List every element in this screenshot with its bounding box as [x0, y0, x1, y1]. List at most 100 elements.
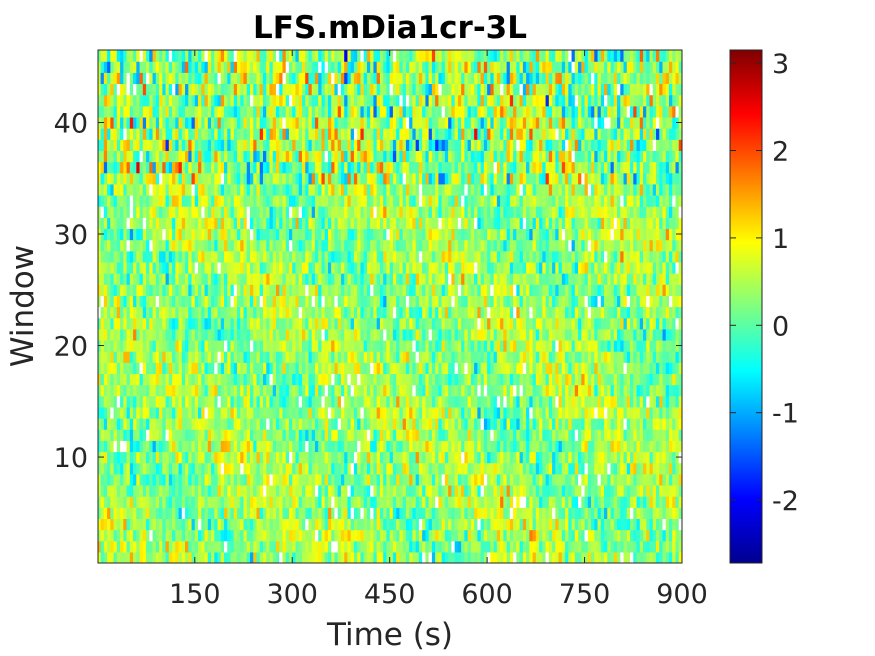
heatmap-cell	[373, 473, 378, 486]
heatmap-cell	[250, 507, 254, 519]
heatmap-cell	[633, 540, 638, 553]
heatmap-cell	[191, 373, 196, 386]
heatmap-cell	[529, 429, 534, 441]
heatmap-cell	[574, 551, 579, 563]
heatmap-cell	[399, 429, 404, 441]
heatmap-cell	[103, 395, 108, 408]
heatmap-cell	[444, 484, 449, 497]
heatmap-cell	[178, 440, 183, 453]
heatmap-cell	[214, 540, 219, 553]
heatmap-cell	[636, 507, 641, 519]
heatmap-cell	[243, 540, 248, 553]
heatmap-cell	[467, 261, 472, 274]
heatmap-cell	[519, 518, 524, 531]
heatmap-cell	[451, 306, 456, 319]
heatmap-cell	[669, 496, 673, 508]
heatmap-cell	[636, 351, 641, 363]
heatmap-cell	[516, 250, 521, 263]
heatmap-cell	[233, 462, 238, 475]
heatmap-cell	[461, 473, 465, 486]
heatmap-cell	[224, 284, 228, 296]
heatmap-cell	[275, 351, 280, 363]
heatmap-cell	[98, 429, 102, 441]
heatmap-cell	[220, 429, 225, 441]
heatmap-cell	[542, 551, 547, 563]
heatmap-cell	[448, 328, 452, 341]
heatmap-cell	[383, 451, 388, 464]
heatmap-cell	[165, 529, 170, 542]
heatmap-cell	[529, 373, 534, 386]
heatmap-cell	[529, 551, 534, 563]
heatmap-cell	[282, 484, 287, 497]
heatmap-cell	[100, 328, 105, 341]
heatmap-cell	[659, 317, 664, 330]
heatmap-cell	[431, 384, 436, 397]
heatmap-cell	[259, 451, 264, 464]
heatmap-cell	[542, 507, 547, 519]
heatmap-cell	[399, 496, 404, 508]
heatmap-cell	[626, 261, 631, 274]
heatmap-cell	[201, 328, 206, 341]
heatmap-cell	[633, 273, 638, 285]
heatmap-cell	[383, 507, 388, 519]
heatmap-cell	[98, 551, 102, 563]
heatmap-cell	[626, 351, 631, 363]
heatmap-cell	[392, 451, 397, 464]
heatmap-cell	[623, 507, 628, 519]
heatmap-cell	[571, 462, 576, 475]
heatmap-cell	[123, 507, 128, 519]
heatmap-cell	[198, 507, 202, 519]
heatmap-cell	[552, 273, 556, 285]
heatmap-cell	[366, 484, 371, 497]
heatmap-cell	[230, 440, 235, 453]
heatmap-cell	[522, 484, 527, 497]
heatmap-cell	[506, 473, 511, 486]
heatmap-cell	[548, 295, 553, 308]
heatmap-cell	[165, 273, 170, 285]
heatmap-cell	[454, 496, 459, 508]
heatmap-cell	[678, 261, 682, 274]
heatmap-cell	[451, 295, 456, 308]
heatmap-cell	[659, 551, 664, 563]
heatmap-cell	[331, 351, 336, 363]
heatmap-cell	[139, 540, 144, 553]
heatmap-cell	[665, 406, 670, 419]
heatmap-cell	[454, 328, 459, 341]
heatmap-cell	[98, 384, 102, 397]
heatmap-cell	[474, 384, 478, 397]
heatmap-cell	[568, 273, 573, 285]
heatmap-cell	[146, 362, 150, 375]
heatmap-cell	[110, 328, 115, 341]
heatmap-cell	[461, 306, 465, 319]
heatmap-cell	[435, 351, 439, 363]
heatmap-cell	[100, 306, 105, 319]
heatmap-cell	[678, 418, 682, 430]
heatmap-cell	[269, 339, 274, 352]
heatmap-cell	[379, 395, 384, 408]
heatmap-cell	[467, 317, 472, 330]
heatmap-cell	[185, 484, 189, 497]
heatmap-cell	[340, 440, 345, 453]
heatmap-cell	[561, 484, 566, 497]
heatmap-cell	[613, 429, 618, 441]
heatmap-cell	[516, 284, 521, 296]
heatmap-cell	[363, 395, 368, 408]
heatmap-cell	[113, 551, 118, 563]
heatmap-cell	[428, 496, 433, 508]
heatmap-cell	[418, 406, 423, 419]
heatmap-cell	[548, 462, 553, 475]
heatmap-cell	[444, 440, 449, 453]
heatmap-cell	[555, 462, 560, 475]
heatmap-cell	[233, 328, 238, 341]
heatmap-cell	[496, 496, 501, 508]
heatmap-cell	[607, 496, 612, 508]
heatmap-cell	[347, 473, 352, 486]
heatmap-cell	[142, 273, 147, 285]
heatmap-cell	[204, 496, 209, 508]
heatmap-cell	[659, 261, 664, 274]
heatmap-cell	[318, 551, 323, 563]
heatmap-cell	[470, 440, 475, 453]
heatmap-cell	[152, 362, 157, 375]
heatmap-cell	[493, 395, 498, 408]
heatmap-cell	[539, 317, 543, 330]
